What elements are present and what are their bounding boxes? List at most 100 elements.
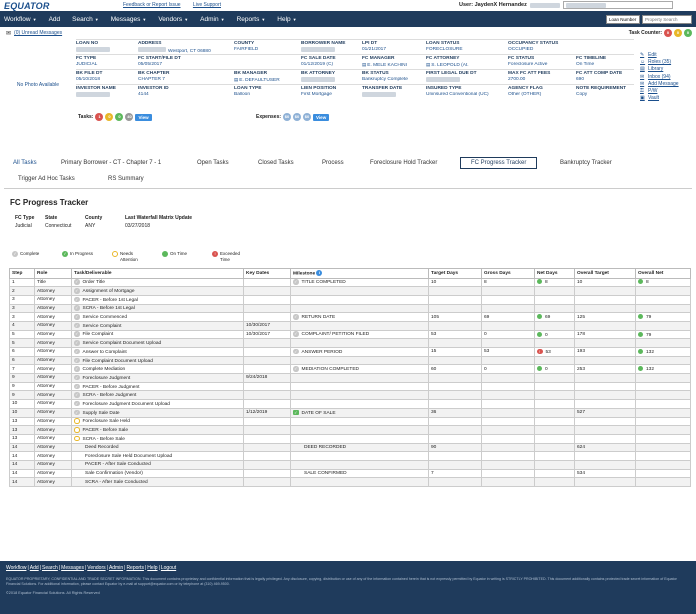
edit-link[interactable]: ✎ Edit <box>640 52 679 58</box>
on-time-dot <box>638 348 643 354</box>
nav-vendors[interactable]: Vendors ▼ <box>158 16 188 23</box>
cell-task[interactable]: ✓ PACER - Before Judgment <box>71 381 244 392</box>
field-value-text[interactable]: S. LEOPOLD (At. <box>431 62 469 68</box>
field-value-text[interactable]: E. MELE KACHINI <box>367 62 407 68</box>
footer-link-help[interactable]: Help <box>147 565 158 571</box>
field-value-text[interactable]: E. DEFAULTUSER <box>239 77 280 83</box>
top-links: Feedback or Report Issue Live Support <box>123 2 232 8</box>
expenses-count-1[interactable]: $0 <box>283 113 292 121</box>
cell-task[interactable]: ✓ Complete Mediation <box>71 364 244 375</box>
cell-step-text: 6 <box>12 358 15 364</box>
tasks-green-count[interactable]: 0 <box>115 113 124 121</box>
cell-overall-target: 193 <box>574 347 636 357</box>
cell-task[interactable]: SCRA - After Sale Conducted <box>71 477 244 487</box>
field-value-text: JUDICIAL <box>76 61 98 67</box>
cell-overall-net-text: 132 <box>646 349 655 355</box>
search-type-select[interactable]: Loan Number <box>606 14 640 24</box>
tasks-grey-count[interactable]: 40 <box>125 113 134 121</box>
task-counter-green[interactable]: 0 <box>684 29 692 37</box>
cell-task[interactable]: ✓ Supply Sale Date <box>71 407 244 418</box>
col-role: Role <box>34 268 72 279</box>
footer-link-add[interactable]: Add <box>29 565 39 571</box>
field-value: On Time <box>576 62 634 70</box>
user-role-redacted <box>529 2 560 8</box>
cell-task[interactable]: ✓ Order Title <box>71 277 244 288</box>
equator-logo[interactable]: EQUATOR <box>4 0 50 11</box>
tab-trigger-ad-hoc-tasks[interactable]: Trigger Ad Hoc Tasks <box>18 176 75 182</box>
tasks-red-count[interactable]: 1 <box>95 113 104 121</box>
cell-task[interactable]: ✓ Foreclosure Judgment Document Upload <box>71 399 244 409</box>
task-counter-red[interactable]: 0 <box>664 29 672 37</box>
tab-bankruptcy-tracker[interactable]: Bankruptcy Tracker <box>560 160 612 166</box>
live-support-link[interactable]: Live Support <box>192 2 221 8</box>
cell-task[interactable]: ✓ SCRA - Before 1st Legal <box>71 303 244 314</box>
footer-link-logout[interactable]: Logout <box>160 565 177 571</box>
cell-task[interactable]: PACER - After Sale Conducted <box>71 459 244 470</box>
cell-task[interactable]: SCRA - Before Sale <box>71 433 244 444</box>
expenses-view-button[interactable]: View <box>313 113 330 121</box>
tab-closed-tasks[interactable]: Closed Tasks <box>258 160 294 166</box>
cell-task[interactable]: ✓ File Complaint Document Upload <box>71 355 244 366</box>
cell-task[interactable]: ✓ Foreclosure Judgment <box>71 373 244 383</box>
expenses-count-3[interactable]: $0 <box>303 113 312 121</box>
footer-link-search[interactable]: Search <box>42 565 58 571</box>
cell-task[interactable]: ✓ File Complaint <box>71 329 244 340</box>
feedback-link[interactable]: Feedback or Report Issue <box>123 2 181 8</box>
tab-primary-borrower[interactable]: Primary Borrower - CT - Chapter 7 - 1 <box>61 160 162 166</box>
inbox-link[interactable]: ✉ Inbox (94) <box>640 74 679 80</box>
cell-overall-target <box>574 477 636 487</box>
info-icon[interactable]: i <box>316 270 323 277</box>
cell-step-text: 3 <box>12 305 15 311</box>
cell-overall-net: 132 <box>635 364 691 375</box>
tab-open-tasks[interactable]: Open Tasks <box>197 160 229 166</box>
nav-help[interactable]: Help ▼ <box>277 16 296 23</box>
cell-task[interactable]: Sale Confirmation (Vendor) <box>71 468 244 479</box>
add-message-link[interactable]: ✉ Add Message <box>640 81 679 87</box>
footer-link-admin[interactable]: Admin <box>108 565 124 571</box>
cell-task[interactable]: Deed Recorded <box>71 442 244 453</box>
nav-messages[interactable]: Messages ▼ <box>111 16 147 23</box>
tracker-table: Step Role Task/Deliverable Key Dates Mil… <box>9 268 691 487</box>
cell-task[interactable]: ✓ SCRA - Before Judgment <box>71 390 244 401</box>
library-link[interactable]: ▤ Library <box>640 66 679 72</box>
cell-target-days <box>428 303 482 314</box>
expenses-count-2[interactable]: $0 <box>293 113 302 121</box>
client-select[interactable] <box>562 1 673 9</box>
cell-task[interactable]: ✓ Service Complaint Document Upload <box>71 338 244 348</box>
footer-link-vendors[interactable]: Vendors <box>87 565 106 571</box>
footer-link-reports[interactable]: Reports <box>126 565 144 571</box>
nav-workflow[interactable]: Workflow ▼ <box>4 16 37 23</box>
tab-foreclosure-hold-tracker[interactable]: Foreclosure Hold Tracker <box>370 160 438 166</box>
cell-task[interactable]: Foreclosure Sale Held <box>71 416 244 427</box>
footer-link-workflow[interactable]: Workflow <box>6 565 27 571</box>
tab-process[interactable]: Process <box>322 160 344 166</box>
task-counter-yellow[interactable]: 0 <box>674 29 682 37</box>
field-value-text[interactable]: Westport, CT 06880 <box>168 48 211 54</box>
roles-link[interactable]: ☺ Roles (35) <box>640 59 679 65</box>
tab-fc-progress-tracker[interactable]: FC Progress Tracker <box>460 157 538 169</box>
cell-task[interactable]: ✓ Service Commenced <box>71 312 244 322</box>
property-side-links: ✎ Edit ☺ Roles (35) ▤ Library ✉ Inbox (94) ✉… <box>640 52 679 102</box>
nav-admin[interactable]: Admin ▼ <box>200 16 224 23</box>
cell-task[interactable]: PACER - Before Sale <box>71 425 244 435</box>
cell-target-days: 15 <box>428 347 482 357</box>
cell-task[interactable]: Foreclosure Sale Held Document Upload <box>71 451 244 461</box>
tasks-yellow-count[interactable]: 0 <box>105 113 114 121</box>
footer-link-messages[interactable]: Messages <box>61 565 84 571</box>
tab-all-tasks[interactable]: All Tasks <box>13 160 37 166</box>
cell-task[interactable]: ✓ Assignment of Mortgage <box>71 286 244 296</box>
vault-link[interactable]: ▣ Vault <box>640 95 679 101</box>
nav-reports[interactable]: Reports ▼ <box>237 16 266 23</box>
property-photo: No Photo Available <box>16 81 60 88</box>
nav-add[interactable]: Add <box>49 16 61 23</box>
property-search-input[interactable] <box>642 14 692 24</box>
nav-search[interactable]: Search ▼ <box>72 16 99 23</box>
tasks-view-button[interactable]: View <box>135 113 152 121</box>
unread-messages-link[interactable]: (0) Unread Messages <box>14 30 63 36</box>
pw-link[interactable]: ⚿ P/W <box>640 88 679 94</box>
cell-task[interactable]: ✓ Service Complaint <box>71 320 244 331</box>
tab-rs-summary[interactable]: RS Summary <box>108 176 144 182</box>
cell-task[interactable]: ✓ Answer to Complaint <box>71 347 244 357</box>
cell-task[interactable]: ✓ PACER - Before 1st Legal <box>71 294 244 305</box>
cell-overall-target <box>574 416 636 427</box>
